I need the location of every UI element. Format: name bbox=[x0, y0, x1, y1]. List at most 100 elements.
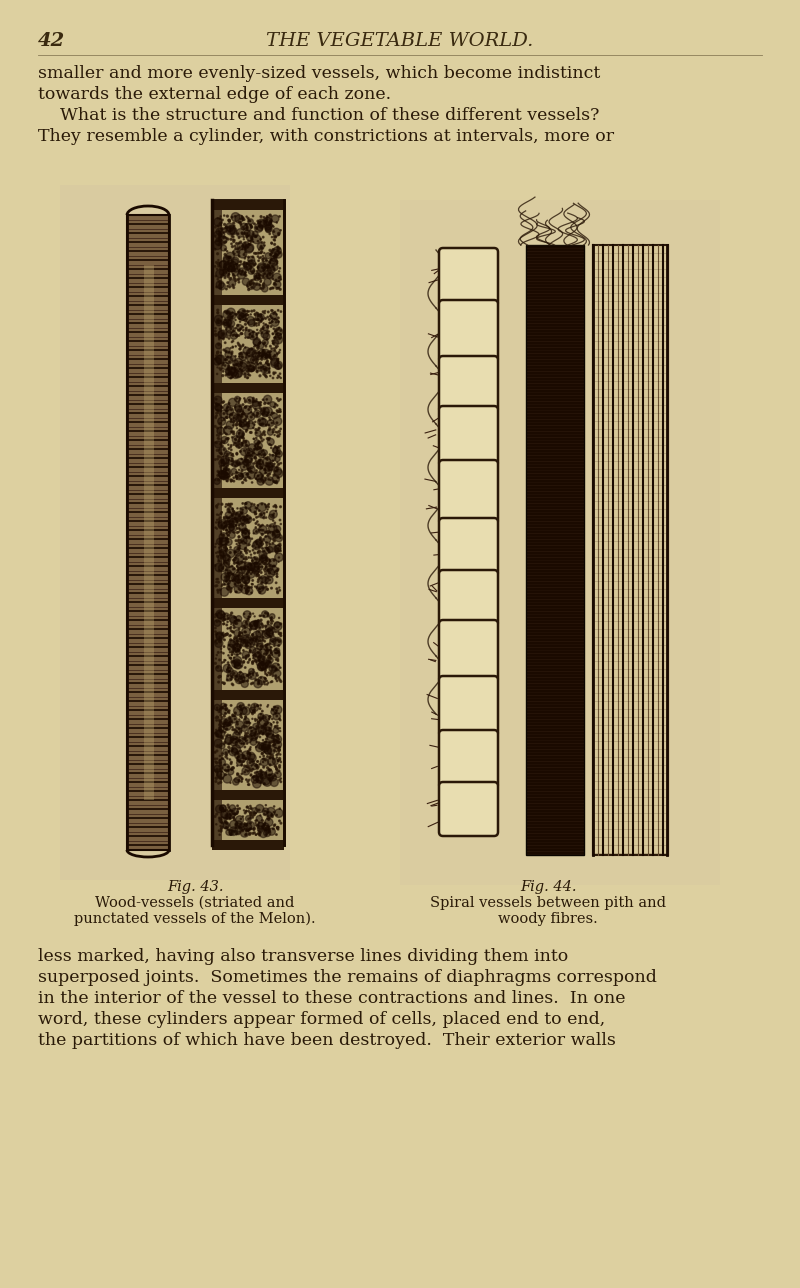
Point bbox=[223, 361, 236, 381]
Point bbox=[210, 569, 223, 590]
Point bbox=[268, 234, 281, 255]
Point bbox=[221, 605, 234, 626]
Point bbox=[272, 654, 285, 675]
Point bbox=[254, 216, 266, 237]
Point bbox=[219, 747, 232, 768]
Point bbox=[259, 715, 272, 735]
Point bbox=[228, 611, 241, 631]
Point bbox=[217, 446, 230, 466]
Point bbox=[238, 549, 250, 569]
Point bbox=[266, 526, 278, 546]
Point bbox=[255, 493, 268, 514]
Point bbox=[222, 429, 234, 450]
Point bbox=[266, 658, 279, 679]
Point bbox=[262, 401, 274, 421]
Point bbox=[213, 229, 226, 250]
Point bbox=[273, 317, 286, 337]
Point bbox=[274, 435, 287, 456]
Point bbox=[220, 228, 233, 249]
Bar bbox=[212, 200, 284, 210]
Point bbox=[263, 808, 276, 828]
Point bbox=[264, 648, 277, 668]
Point bbox=[236, 236, 249, 256]
Point bbox=[254, 218, 266, 238]
Point bbox=[231, 565, 244, 586]
Point bbox=[226, 738, 239, 759]
Point bbox=[240, 627, 253, 648]
Point bbox=[254, 577, 266, 598]
Point bbox=[258, 502, 270, 523]
Point bbox=[265, 250, 278, 270]
Point bbox=[220, 553, 233, 573]
Point bbox=[219, 218, 232, 238]
Point bbox=[267, 222, 280, 242]
Point bbox=[250, 242, 262, 263]
Point bbox=[257, 214, 270, 234]
Point bbox=[244, 254, 257, 274]
Point bbox=[254, 753, 266, 774]
Point bbox=[262, 522, 275, 542]
Point bbox=[222, 397, 234, 417]
Point bbox=[242, 523, 255, 544]
Point bbox=[239, 450, 252, 470]
Point bbox=[261, 529, 274, 550]
Point bbox=[273, 242, 286, 263]
Point bbox=[261, 501, 274, 522]
Point bbox=[214, 536, 227, 556]
Point bbox=[216, 743, 229, 764]
Point bbox=[251, 211, 264, 232]
Point bbox=[268, 550, 281, 571]
Point bbox=[220, 218, 233, 238]
Point bbox=[225, 560, 238, 581]
Point bbox=[268, 453, 281, 474]
Point bbox=[231, 631, 244, 652]
Point bbox=[262, 495, 274, 515]
Point bbox=[242, 390, 255, 411]
Point bbox=[228, 629, 241, 649]
Point bbox=[269, 437, 282, 457]
Point bbox=[230, 638, 243, 658]
Point bbox=[260, 345, 273, 366]
Point bbox=[217, 238, 230, 259]
Point bbox=[251, 772, 264, 792]
Point bbox=[221, 443, 234, 464]
Point bbox=[235, 448, 248, 469]
Point bbox=[273, 343, 286, 363]
Point bbox=[250, 755, 262, 775]
Point bbox=[252, 711, 265, 732]
Point bbox=[250, 629, 263, 649]
Point bbox=[270, 412, 283, 433]
Point bbox=[257, 724, 270, 744]
Point bbox=[250, 562, 262, 582]
Point bbox=[229, 346, 242, 367]
Point bbox=[253, 419, 266, 439]
Point bbox=[241, 355, 254, 376]
Point bbox=[220, 744, 233, 765]
Point bbox=[250, 716, 263, 737]
Point bbox=[220, 625, 233, 645]
Point bbox=[210, 259, 223, 279]
Point bbox=[216, 431, 229, 452]
Point bbox=[233, 390, 246, 411]
Point bbox=[241, 636, 254, 657]
Point bbox=[259, 738, 272, 759]
Point bbox=[241, 797, 254, 818]
Point bbox=[233, 434, 246, 455]
Point bbox=[252, 559, 265, 580]
Point bbox=[234, 706, 247, 726]
Point bbox=[220, 761, 233, 782]
Point bbox=[252, 345, 265, 366]
Point bbox=[239, 408, 252, 429]
Point bbox=[226, 641, 238, 662]
Point bbox=[266, 451, 279, 471]
Point bbox=[239, 237, 252, 258]
Point bbox=[218, 439, 230, 460]
Point bbox=[250, 428, 262, 448]
Point bbox=[269, 312, 282, 332]
Point bbox=[262, 809, 275, 829]
Point bbox=[260, 532, 273, 553]
Point bbox=[265, 739, 278, 760]
Point bbox=[220, 559, 233, 580]
Point bbox=[225, 696, 238, 716]
Point bbox=[221, 558, 234, 578]
